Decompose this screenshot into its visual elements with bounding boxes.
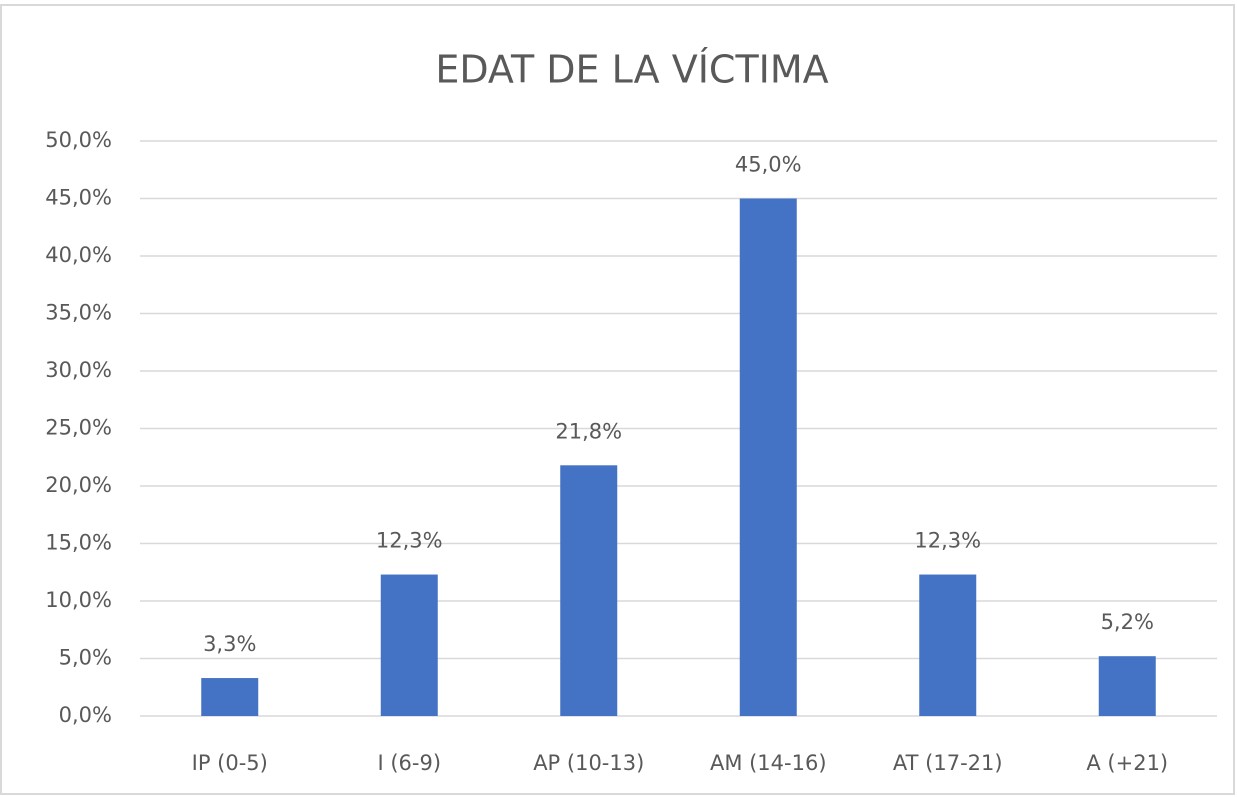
data-label: 12,3% [914, 529, 981, 553]
bar [919, 574, 977, 716]
y-tick-label: 45,0% [45, 186, 112, 210]
chart-title: EDAT DE LA VÍCTIMA [435, 48, 828, 92]
y-tick-label: 40,0% [45, 243, 112, 267]
x-tick-label: I (6-9) [377, 751, 441, 775]
x-tick-label: A (+21) [1086, 751, 1168, 775]
y-tick-label: 25,0% [45, 416, 112, 440]
y-tick-label: 50,0% [45, 128, 112, 152]
x-tick-label: AT (17-21) [893, 751, 1003, 775]
y-tick-label: 5,0% [59, 646, 112, 670]
x-tick-label: IP (0-5) [192, 751, 268, 775]
y-tick-label: 30,0% [45, 358, 112, 382]
y-tick-label: 10,0% [45, 588, 112, 612]
bar [1098, 656, 1156, 716]
data-label: 21,8% [555, 419, 622, 443]
data-label: 3,3% [203, 632, 256, 656]
bar [201, 678, 259, 716]
bar [739, 198, 797, 716]
chart-border [0, 4, 1235, 795]
bar [380, 574, 438, 716]
data-label: 5,2% [1101, 610, 1154, 634]
data-label: 45,0% [735, 153, 802, 177]
y-tick-label: 35,0% [45, 301, 112, 325]
y-tick-label: 0,0% [59, 703, 112, 727]
y-tick-label: 15,0% [45, 531, 112, 555]
bar [560, 465, 618, 716]
x-tick-label: AM (14-16) [710, 751, 827, 775]
x-tick-label: AP (10-13) [533, 751, 644, 775]
y-tick-label: 20,0% [45, 473, 112, 497]
data-label: 12,3% [376, 529, 443, 553]
